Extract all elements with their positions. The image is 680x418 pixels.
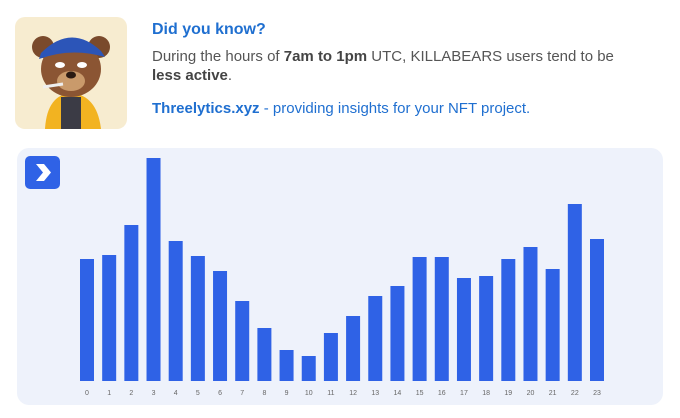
x-tick-label: 0 bbox=[85, 390, 89, 397]
bar bbox=[323, 333, 338, 381]
body-bold: 7am to 1pm bbox=[283, 48, 368, 65]
header-title: Did you know? bbox=[152, 21, 266, 38]
x-tick-label: 22 bbox=[571, 390, 579, 397]
bar bbox=[102, 255, 117, 381]
bar bbox=[368, 296, 383, 381]
bar bbox=[235, 301, 250, 381]
bar bbox=[146, 158, 161, 381]
x-tick-label: 23 bbox=[593, 390, 601, 397]
tagline: - providing insights for your NFT projec… bbox=[259, 100, 531, 117]
bar bbox=[590, 239, 604, 381]
bar bbox=[501, 259, 516, 381]
bar bbox=[346, 316, 361, 381]
x-tick-label: 11 bbox=[327, 390, 334, 397]
bar bbox=[257, 328, 272, 381]
bar bbox=[279, 350, 294, 381]
logo-mark bbox=[36, 164, 51, 181]
x-tick-label: 4 bbox=[174, 390, 178, 397]
bar bbox=[168, 241, 183, 381]
bar bbox=[124, 225, 139, 381]
x-tick-label: 3 bbox=[152, 390, 156, 397]
x-tick-label: 5 bbox=[196, 390, 200, 397]
bar bbox=[213, 271, 228, 381]
x-tick-label: 19 bbox=[504, 390, 512, 397]
x-tick-label: 20 bbox=[527, 390, 535, 397]
x-tick-label: 18 bbox=[482, 390, 490, 397]
header-link: Threelytics.xyz - providing insights for… bbox=[152, 100, 672, 117]
bar bbox=[567, 204, 582, 381]
bar bbox=[412, 257, 427, 381]
bar bbox=[434, 257, 449, 381]
x-tick-label: 14 bbox=[394, 390, 402, 397]
x-tick-label: 2 bbox=[129, 390, 133, 397]
bar bbox=[301, 356, 316, 381]
x-tick-label: 21 bbox=[549, 390, 557, 397]
body-text: UTC, KILLABEARS users tend to be bbox=[367, 48, 614, 65]
avatar bbox=[15, 17, 127, 129]
x-tick-label: 8 bbox=[262, 390, 266, 397]
body-text: . bbox=[227, 67, 233, 84]
x-tick-label: 7 bbox=[240, 390, 244, 397]
x-tick-label: 17 bbox=[460, 390, 468, 397]
logo bbox=[25, 156, 60, 189]
bar bbox=[190, 256, 205, 381]
x-tick-label: 12 bbox=[349, 390, 357, 397]
x-tick-label: 13 bbox=[371, 390, 379, 397]
bar bbox=[80, 259, 94, 381]
x-tick-label: 16 bbox=[438, 390, 446, 397]
x-tick-label: 9 bbox=[285, 390, 289, 397]
x-tick-label: 10 bbox=[305, 390, 313, 397]
x-tick-label: 6 bbox=[218, 390, 222, 397]
x-tick-label: 15 bbox=[416, 390, 424, 397]
bar bbox=[479, 276, 494, 381]
x-tick-label: 1 bbox=[107, 390, 111, 397]
link[interactable]: Threelytics.xyz bbox=[152, 100, 260, 117]
bar bbox=[545, 269, 560, 381]
bar bbox=[523, 247, 538, 381]
header: Did you know? During the hours of 7am to… bbox=[152, 21, 672, 117]
bar bbox=[456, 278, 471, 381]
header-body: During the hours of 7am to 1pm UTC, KILL… bbox=[152, 47, 672, 85]
bar bbox=[390, 286, 405, 381]
body-bold: less active bbox=[152, 67, 228, 84]
body-text: During the hours of bbox=[152, 48, 284, 65]
